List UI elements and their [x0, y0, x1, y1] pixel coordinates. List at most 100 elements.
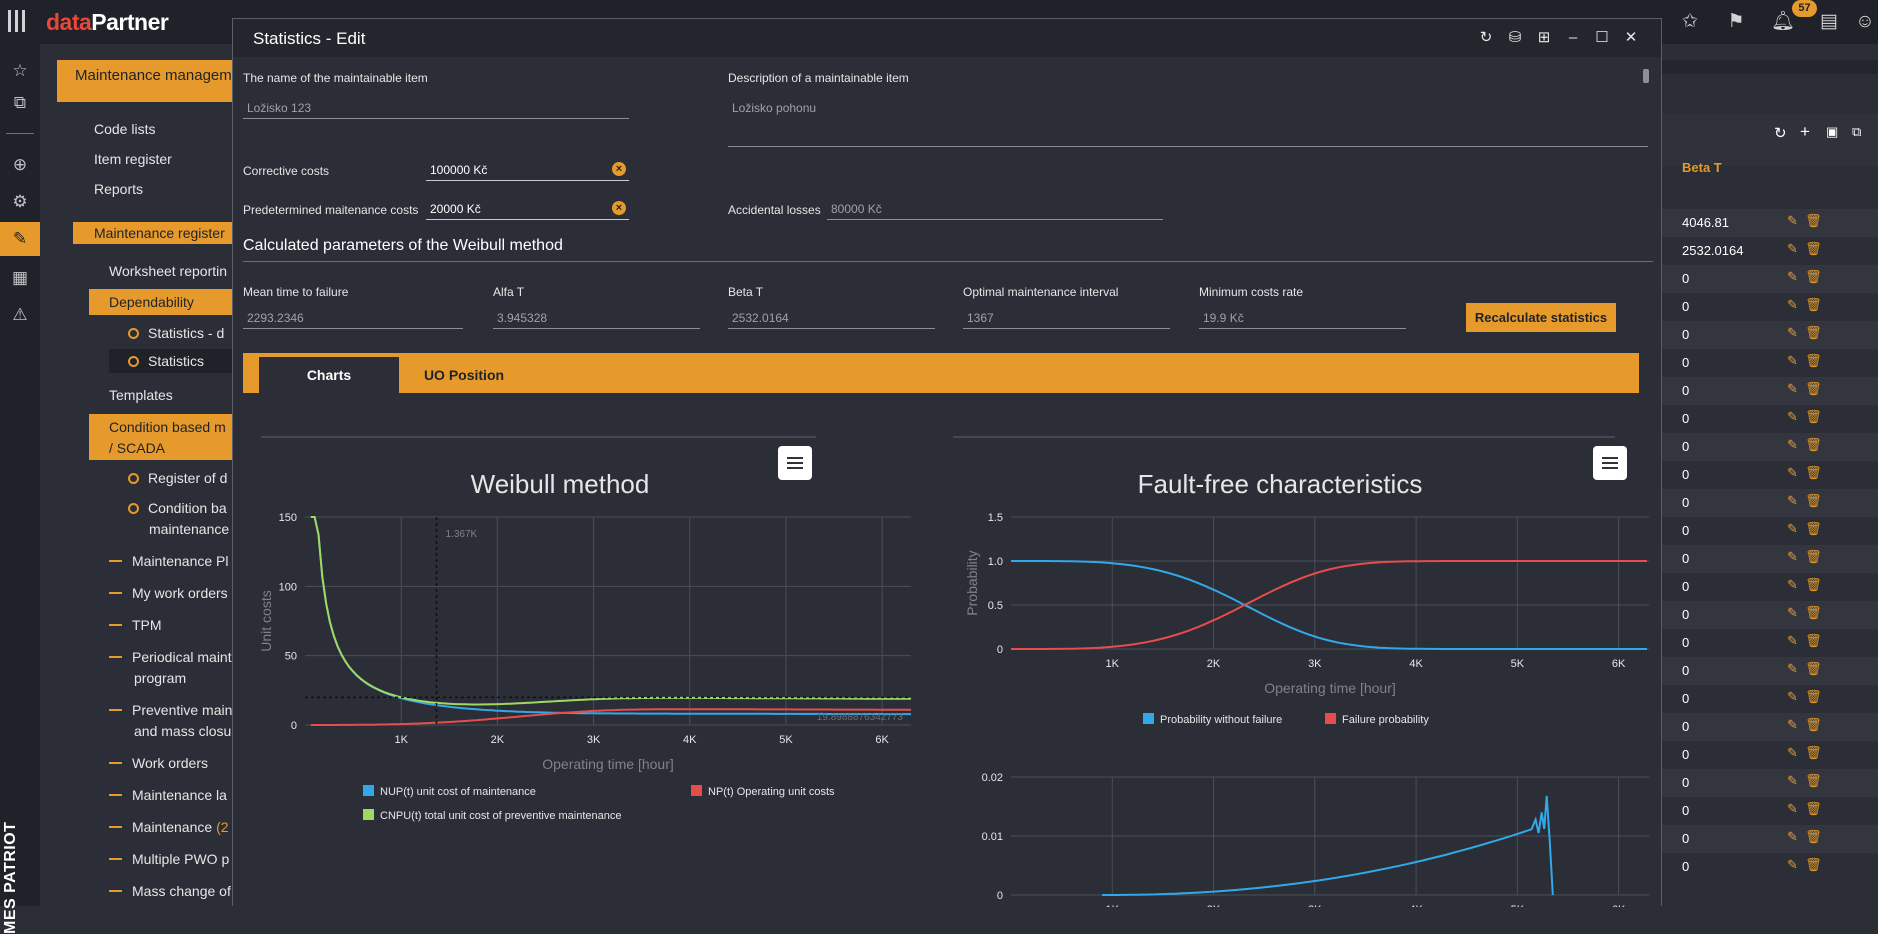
edit-icon[interactable]: ✎ [1787, 297, 1798, 312]
trash-icon[interactable]: 🗑︎ [1805, 745, 1822, 760]
tab-uo-position[interactable]: UO Position [423, 367, 505, 383]
edit-icon[interactable]: ✎ [1787, 549, 1798, 564]
wrench-icon[interactable]: ✎ [0, 222, 40, 256]
edit-icon[interactable]: ✎ [1787, 633, 1798, 648]
edit-icon[interactable]: ✎ [1787, 605, 1798, 620]
chart-menu-button[interactable] [1593, 446, 1627, 480]
copy-icon[interactable]: ⧉ [1852, 124, 1862, 139]
trash-icon[interactable]: 🗑︎ [1805, 465, 1822, 480]
edit-icon[interactable]: ✎ [1787, 717, 1798, 732]
trash-icon[interactable]: 🗑︎ [1805, 381, 1822, 396]
beta-field[interactable]: 2532.0164 [728, 307, 935, 329]
corrective-costs-field[interactable]: 100000 Kč × [426, 159, 629, 181]
refresh-icon[interactable]: ↻ [1774, 125, 1787, 142]
trash-icon[interactable]: 🗑︎ [1805, 521, 1822, 536]
globe-icon[interactable]: ⊕ [12, 155, 28, 174]
trash-icon[interactable]: 🗑︎ [1805, 409, 1822, 424]
edit-icon[interactable]: ✎ [1787, 269, 1798, 284]
sidebar-item-reports[interactable]: Reports [94, 181, 144, 197]
edit-icon[interactable]: ✎ [1787, 381, 1798, 396]
trash-icon[interactable]: 🗑︎ [1805, 325, 1822, 340]
sidebar-item-maintenance-sub[interactable]: maintenance [149, 521, 230, 537]
sidebar-item-multiple-pwo[interactable]: Multiple PWO p [109, 851, 229, 867]
flag-icon[interactable]: ⚑ [1727, 11, 1745, 32]
edit-icon[interactable]: ✎ [1787, 829, 1798, 844]
trash-icon[interactable]: 🗑︎ [1805, 773, 1822, 788]
sidebar-item-mass-change[interactable]: Mass change of [109, 883, 231, 899]
trash-icon[interactable]: 🗑︎ [1805, 549, 1822, 564]
edit-icon[interactable]: ✎ [1787, 493, 1798, 508]
edit-icon[interactable]: ✎ [1787, 577, 1798, 592]
sidebar-item-maintenance-pl[interactable]: Maintenance Pl [109, 553, 229, 569]
maximize-icon[interactable]: ☐ [1595, 29, 1609, 46]
edit-icon[interactable]: ✎ [1787, 325, 1798, 340]
sidebar-item-statistics[interactable]: Statistics [109, 349, 232, 373]
edit-icon[interactable]: ✎ [1787, 801, 1798, 816]
mincost-field[interactable]: 19.9 Kč [1199, 307, 1406, 329]
trash-icon[interactable]: 🗑︎ [1805, 493, 1822, 508]
sidebar-item-mass-closure[interactable]: and mass closu [134, 723, 232, 739]
trash-icon[interactable]: 🗑︎ [1805, 829, 1822, 844]
sidebar-item-maintenance[interactable]: Maintenance (2 [109, 819, 229, 835]
edit-icon[interactable]: ✎ [1787, 745, 1798, 760]
trash-icon[interactable]: 🗑︎ [1805, 857, 1822, 872]
trash-icon[interactable]: 🗑︎ [1805, 717, 1822, 732]
warning-icon[interactable]: ⚠ [12, 305, 28, 324]
grid-icon[interactable]: ⊞ [1537, 29, 1551, 46]
recalculate-button[interactable]: Recalculate statistics [1466, 303, 1616, 332]
trash-icon[interactable]: 🗑︎ [1805, 241, 1822, 256]
minimize-icon[interactable]: – [1568, 29, 1578, 46]
trash-icon[interactable]: 🗑︎ [1805, 213, 1822, 228]
sidebar-item-condition-ba[interactable]: Condition ba [128, 500, 227, 516]
trash-icon[interactable]: 🗑︎ [1805, 801, 1822, 816]
trash-icon[interactable]: 🗑︎ [1805, 689, 1822, 704]
sidebar-item-register-of-d[interactable]: Register of d [128, 470, 227, 486]
clear-icon[interactable]: × [612, 162, 626, 176]
trash-icon[interactable]: 🗑︎ [1805, 605, 1822, 620]
gear-icon[interactable]: ⚙ [12, 192, 28, 211]
save-icon[interactable]: ▣ [1826, 124, 1839, 139]
trash-icon[interactable]: 🗑︎ [1805, 633, 1822, 648]
add-icon[interactable]: + [1800, 122, 1810, 141]
refresh-icon[interactable]: ↻ [1479, 29, 1493, 46]
database-icon[interactable]: ⛁ [1508, 29, 1522, 46]
star-settings-icon[interactable]: ✩ [1682, 11, 1698, 32]
close-icon[interactable]: ✕ [1624, 29, 1638, 46]
name-field[interactable]: Ložisko 123 [243, 97, 629, 119]
mttf-field[interactable]: 2293.2346 [243, 307, 463, 329]
edit-icon[interactable]: ✎ [1787, 437, 1798, 452]
trash-icon[interactable]: 🗑︎ [1805, 577, 1822, 592]
edit-icon[interactable]: ✎ [1787, 213, 1798, 228]
edit-icon[interactable]: ✎ [1787, 857, 1798, 872]
edit-icon[interactable]: ✎ [1787, 521, 1798, 536]
interval-field[interactable]: 1367 [963, 307, 1170, 329]
trash-icon[interactable]: 🗑︎ [1805, 661, 1822, 676]
sidebar-item-code-lists[interactable]: Code lists [94, 121, 156, 137]
sidebar-item-item-register[interactable]: Item register [94, 151, 172, 167]
menu-icon[interactable] [8, 10, 28, 32]
sidebar-item-condition-based[interactable]: Condition based m / SCADA [89, 414, 232, 460]
description-field[interactable]: Ložisko pohonu [728, 97, 1648, 147]
predetermined-costs-field[interactable]: 20000 Kč × [426, 198, 629, 220]
chart-menu-button[interactable] [778, 446, 812, 480]
trash-icon[interactable]: 🗑︎ [1805, 269, 1822, 284]
sidebar-item-tpm[interactable]: TPM [109, 617, 162, 633]
list-icon[interactable]: ▤ [1820, 11, 1838, 32]
sidebar-item-worksheet-reporting[interactable]: Worksheet reportin [109, 263, 228, 279]
user-icon[interactable]: ☺ [1855, 11, 1875, 32]
sidebar-item-preventive-main[interactable]: Preventive main [109, 702, 232, 718]
edit-icon[interactable]: ✎ [1787, 241, 1798, 256]
sidebar-item-program[interactable]: program [134, 670, 187, 686]
bell-icon[interactable]: 🔔︎ [1771, 11, 1796, 32]
edit-icon[interactable]: ✎ [1787, 773, 1798, 788]
edit-icon[interactable]: ✎ [1787, 465, 1798, 480]
accidental-losses-field[interactable]: 80000 Kč [827, 198, 1163, 220]
windows-icon[interactable]: ⧉ [13, 93, 27, 112]
tab-charts[interactable]: Charts [259, 357, 399, 393]
warehouse-icon[interactable]: ▦ [11, 268, 29, 287]
sidebar-item-periodical-maint[interactable]: Periodical maint [109, 649, 232, 665]
trash-icon[interactable]: 🗑︎ [1805, 353, 1822, 368]
sidebar-item-my-work-orders[interactable]: My work orders [109, 585, 228, 601]
clear-icon[interactable]: × [612, 201, 626, 215]
sidebar-item-statistics-d[interactable]: Statistics - d [128, 325, 224, 341]
